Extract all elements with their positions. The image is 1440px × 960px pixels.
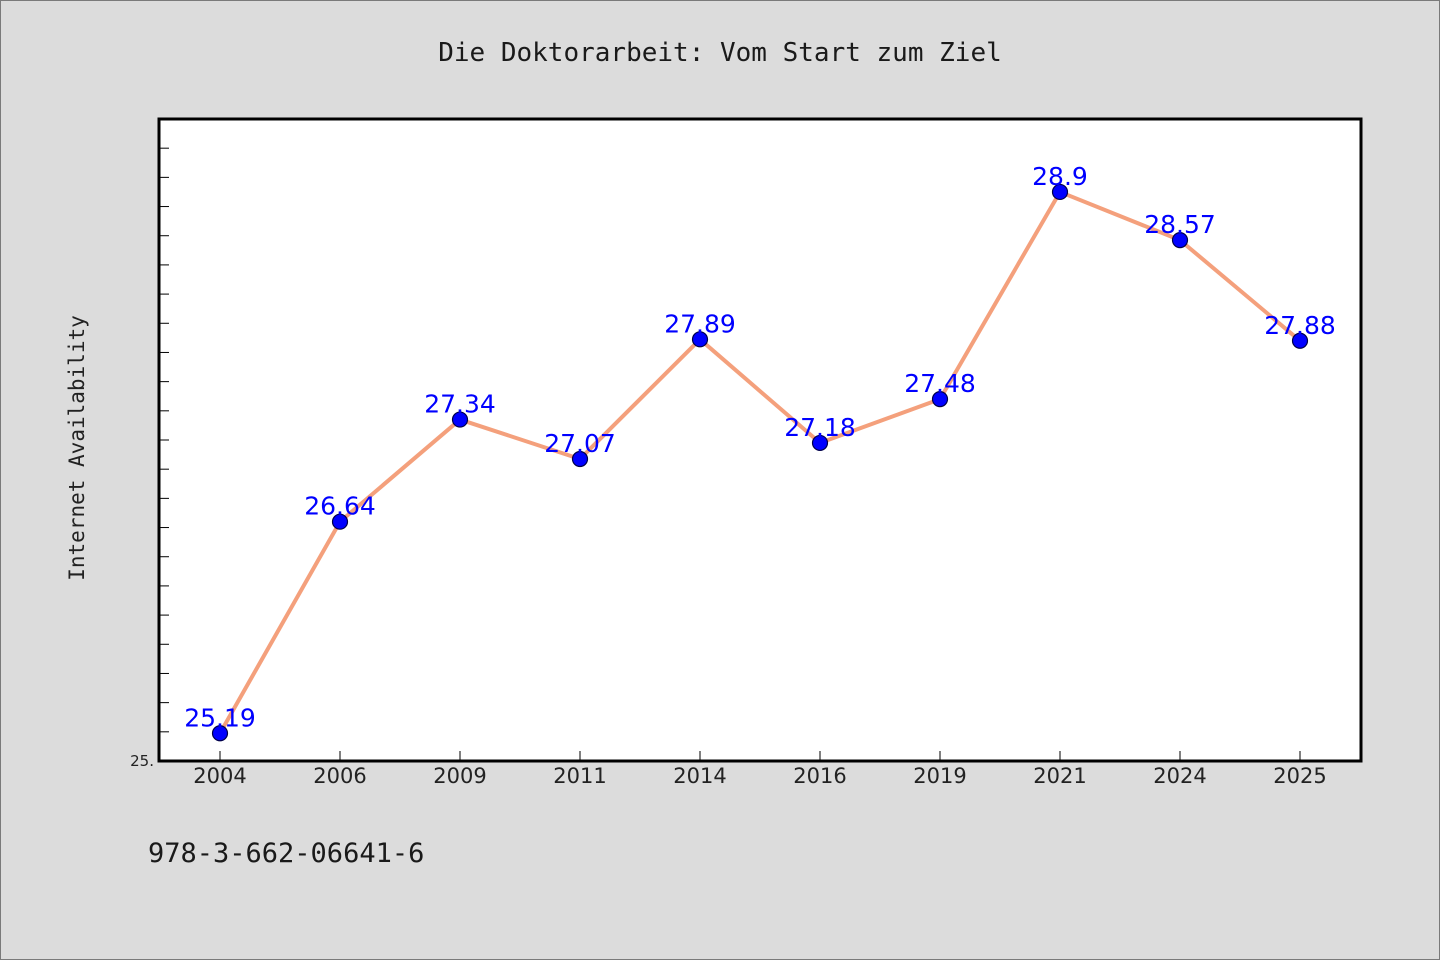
series-line [218,189,1302,736]
x-tick-label: 2014 [673,764,726,788]
data-label: 27.88 [1264,311,1336,340]
data-label: 27.07 [544,429,616,458]
data-point [451,411,469,428]
isbn-text: 978-3-662-06641-6 [148,838,424,869]
plot-area [159,119,1361,761]
x-tick-label: 2011 [553,764,606,788]
y-axis-label: Internet Availability [65,315,89,581]
chart-title: Die Doktorarbeit: Vom Start zum Ziel [438,38,1002,68]
data-point [691,331,709,348]
x-tick-label: 2009 [433,764,486,788]
data-point [211,725,229,742]
x-tick-label: 2019 [913,764,966,788]
data-label: 28.57 [1144,210,1216,239]
x-tick-label: 2025 [1273,764,1326,788]
data-labels: 25.19 26.64 27.34 27.07 27.89 27.18 27.48 28.9 2… [184,162,1336,732]
y-axis-ticks [159,147,169,733]
data-label: 25.19 [184,703,256,732]
data-label: 27.34 [424,390,496,419]
data-point [931,391,949,408]
data-point [1171,232,1189,249]
data-label: 27.48 [904,369,976,398]
data-label: 26.64 [304,492,376,521]
data-point [571,450,589,468]
x-tick-label: 2016 [793,764,846,788]
data-points [211,183,1309,742]
data-label: 28.9 [1032,162,1088,191]
data-point [331,513,349,530]
y-tick-label: 25. [130,752,154,770]
data-point [1051,183,1069,201]
x-tick-label: 2004 [193,764,246,788]
x-tick-labels: 2004 2006 2009 2011 2014 2016 2019 2021 2024 2025 [193,764,1326,788]
x-tick-label: 2021 [1033,764,1086,788]
data-label: 27.89 [664,309,736,338]
x-axis-ticks [219,751,1301,761]
series-line-group [218,189,1302,736]
plot-frame [157,117,1363,763]
data-point [1291,332,1309,349]
x-tick-label: 2024 [1153,764,1206,788]
data-point [811,434,829,452]
x-tick-label: 2006 [313,764,366,788]
data-label: 27.18 [784,413,856,442]
